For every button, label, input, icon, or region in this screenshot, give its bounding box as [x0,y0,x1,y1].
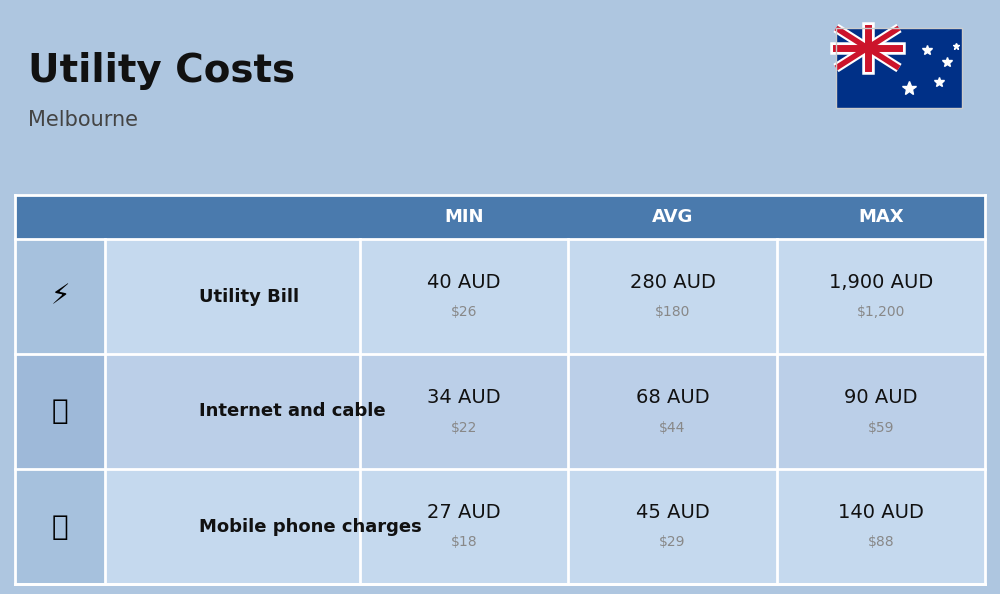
Text: 90 AUD: 90 AUD [844,388,918,407]
Text: $26: $26 [451,305,477,320]
Bar [15,354,985,469]
Text: $18: $18 [451,536,477,549]
Text: 27 AUD: 27 AUD [427,503,501,522]
Bar [15,195,985,239]
Text: Internet and cable: Internet and cable [199,403,386,421]
Text: MIN: MIN [444,208,484,226]
Text: 📶: 📶 [52,397,68,425]
Text: $1,200: $1,200 [857,305,905,320]
Text: 45 AUD: 45 AUD [636,503,709,522]
Bar [15,469,105,584]
Text: AVG: AVG [652,208,693,226]
Bar [15,354,105,469]
Text: 40 AUD: 40 AUD [427,273,501,292]
Text: $29: $29 [659,536,686,549]
Text: $44: $44 [659,421,686,434]
Text: 34 AUD: 34 AUD [427,388,501,407]
Text: Melbourne: Melbourne [28,110,138,130]
Text: 📱: 📱 [52,513,68,541]
Bar [836,28,962,108]
Text: Mobile phone charges: Mobile phone charges [199,517,422,536]
Text: 68 AUD: 68 AUD [636,388,709,407]
Text: Utility Bill: Utility Bill [199,287,299,305]
Bar [836,28,962,108]
Text: $88: $88 [868,536,894,549]
Text: ⚡: ⚡ [50,283,70,311]
Text: 1,900 AUD: 1,900 AUD [829,273,933,292]
Text: MAX: MAX [858,208,904,226]
Text: Utility Costs: Utility Costs [28,52,295,90]
Bar [15,469,985,584]
Text: 280 AUD: 280 AUD [630,273,715,292]
Text: $180: $180 [655,305,690,320]
Bar [15,239,105,354]
Bar [15,239,985,354]
Text: 140 AUD: 140 AUD [838,503,924,522]
Text: $59: $59 [868,421,894,434]
Text: $22: $22 [451,421,477,434]
Bar [15,195,105,239]
